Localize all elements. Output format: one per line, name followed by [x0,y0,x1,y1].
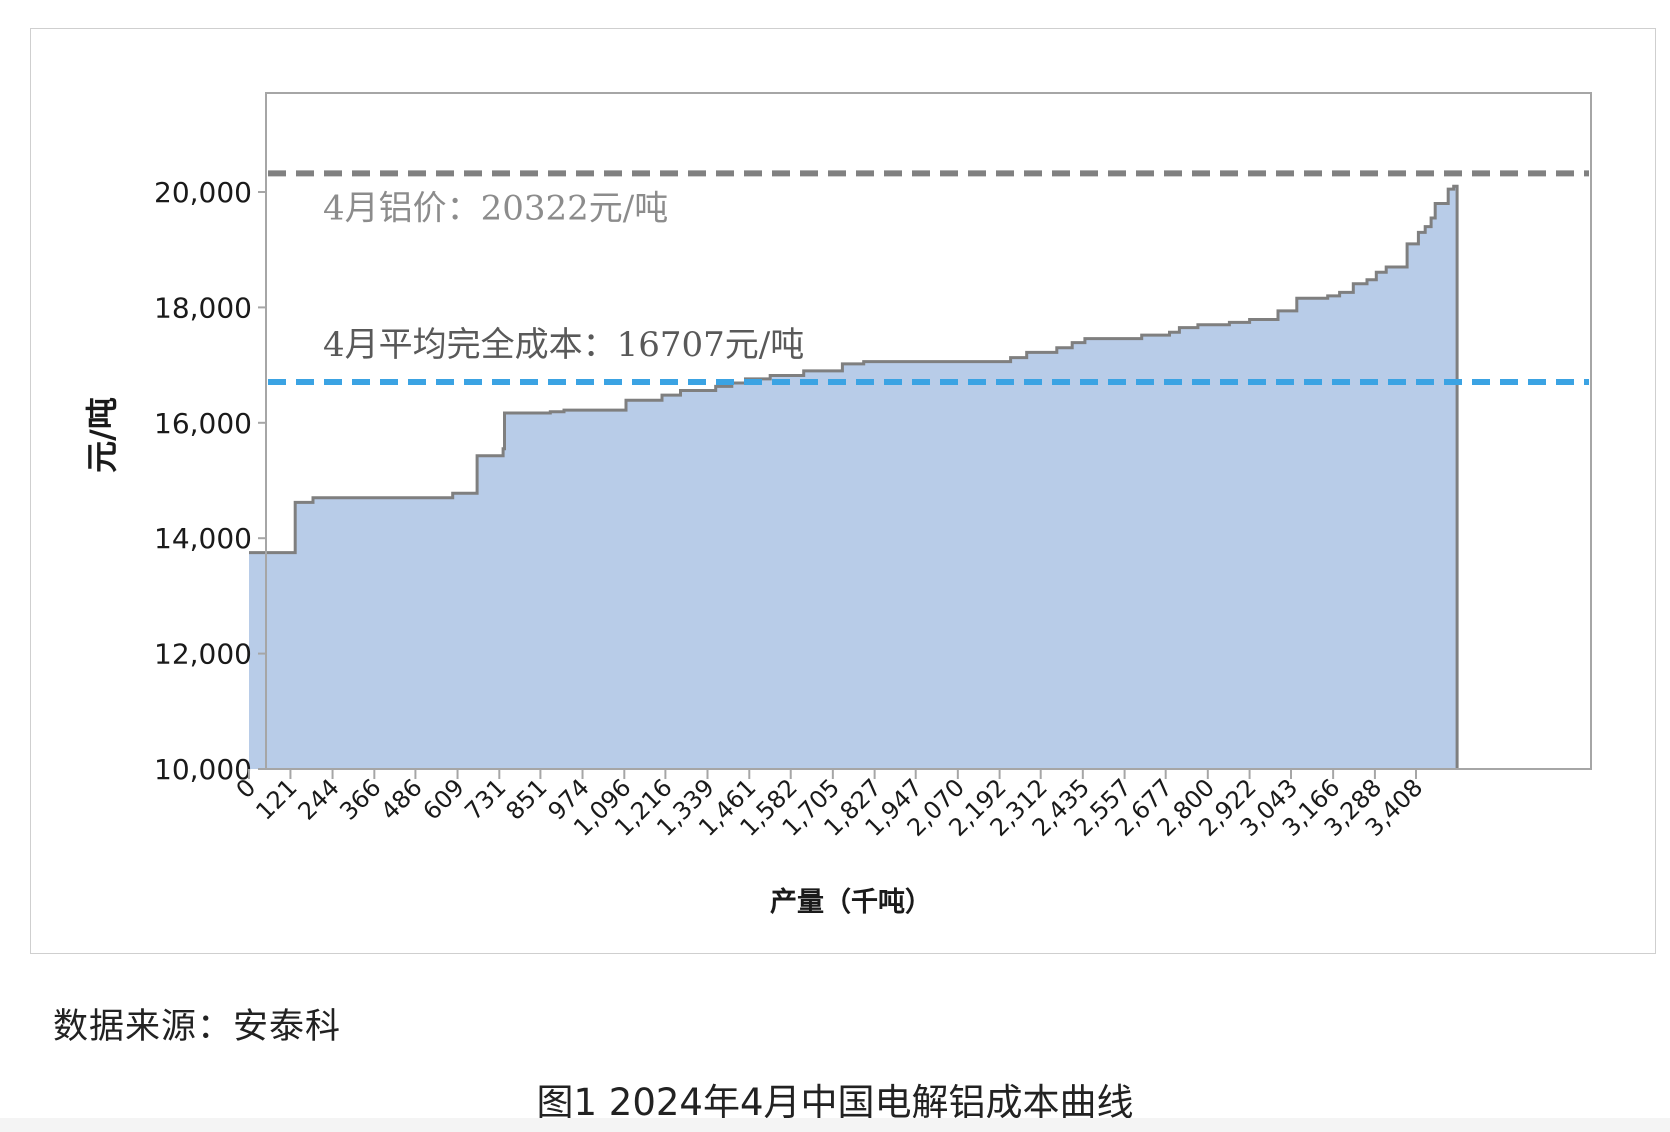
y-tick-label: 16,000 [154,407,252,440]
x-tick-label: 121 [250,773,302,825]
bottom-band [0,1118,1670,1132]
reference-line-label-1: 4月平均完全成本：16707元/吨 [323,325,804,365]
x-tick-label: 851 [500,773,552,825]
y-axis-ticks: 10,000 12,000 14,000 16,000 18,000 20,000 [154,176,266,786]
x-tick-label: 609 [418,773,470,825]
cost-curve-area [249,186,1458,769]
plot-border [265,92,1592,770]
reference-lines: 4月铝价：20322元/吨 4月平均完全成本：16707元/吨 [268,170,1589,386]
x-tick-label: 731 [459,773,511,825]
y-tick-label: 12,000 [154,638,252,671]
cost-curve-line [249,184,1459,769]
cost-curve-chart: 4月铝价：20322元/吨 4月平均完全成本：16707元/吨 10,000 12,… [83,92,1592,918]
x-axis-ticks: 01212443664866097318519741,0961,2161,339… [231,769,1428,842]
x-axis-label: 产量（千吨） [770,887,932,918]
y-tick-label: 20,000 [154,176,252,209]
y-tick-label: 18,000 [154,291,252,324]
x-tick-label: 366 [334,773,386,825]
figure-caption: 图1 2024年4月中国电解铝成本曲线 [536,1081,1134,1124]
y-tick-label: 14,000 [154,522,252,555]
y-tick-label: 10,000 [154,753,252,786]
x-tick-label: 244 [293,773,345,825]
chart-frame: 4月铝价：20322元/吨 4月平均完全成本：16707元/吨 10,000 12,… [30,28,1656,954]
y-axis-label: 元/吨 [83,397,121,473]
source-note: 数据来源：安泰科 [53,1007,342,1047]
x-tick-label: 486 [375,773,427,825]
reference-line-label-0: 4月铝价：20322元/吨 [323,188,668,228]
